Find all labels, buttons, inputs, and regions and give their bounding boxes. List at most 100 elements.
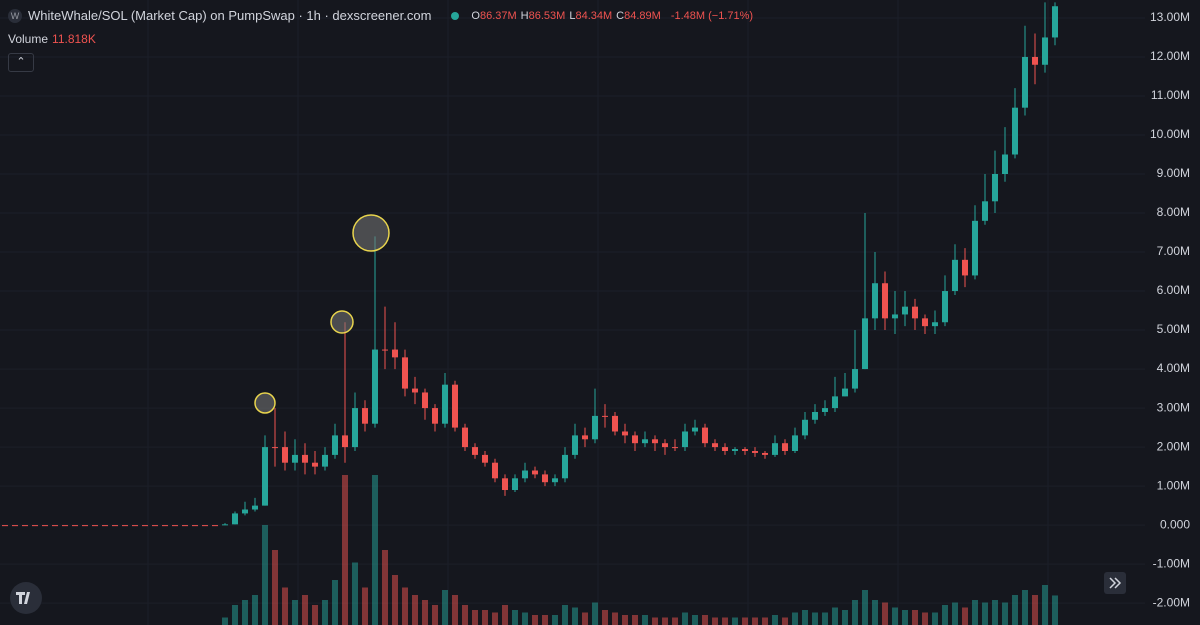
candle-body [962,259,968,276]
vertical-grid [147,0,1049,625]
candle-body [1052,6,1058,38]
y-tick-label: -2.00M [1153,595,1190,609]
candle-body [182,525,188,527]
collapse-button[interactable]: ⌃ [8,53,34,72]
candle-body [222,524,228,526]
candle-body [732,449,738,451]
horizontal-grid [0,17,1145,604]
y-tick-label: 12.00M [1150,49,1190,63]
candle-body [462,427,468,448]
candle-body [502,478,508,491]
candle-body [1002,154,1008,175]
scroll-button[interactable] [1104,572,1126,594]
volume-bar [592,602,598,625]
candle-body [992,174,998,202]
volume-bar [882,602,888,625]
volume-bar [992,600,998,625]
volume-bar [742,617,748,625]
candle-body [632,435,638,444]
candle-body [452,384,458,428]
volume-bar [1042,585,1048,625]
candle-body [852,369,858,389]
y-tick-label: 11.00M [1151,88,1190,102]
volume-value: 11.818K [52,32,96,46]
volume-bar [1052,595,1058,625]
candle-body [242,509,248,514]
volume-bar [812,612,818,625]
volume-bar [542,615,548,625]
volume-bar [862,590,868,625]
candle-body [572,435,578,455]
candle-body [762,452,768,455]
y-tick-label: -1.00M [1153,556,1190,570]
candle-body [972,220,978,276]
candle-body [662,443,668,448]
volume-bar [432,605,438,625]
volume-bar [602,610,608,625]
volume-bar [702,615,708,625]
volume-bar [242,600,248,625]
candle-body [432,408,438,424]
volume-bar [1002,602,1008,625]
volume-bar [492,612,498,625]
candle-body [642,439,648,444]
volume-bar [1012,595,1018,625]
candle-body [392,349,398,358]
candle-body [1042,37,1048,65]
candle-body [252,505,258,510]
candle-body [32,525,38,527]
volume-bar [412,595,418,625]
volume-bar [622,615,628,625]
candle-body [352,408,358,448]
volume-bar [802,610,808,625]
candle-body [612,415,618,432]
candle-body [322,454,328,467]
y-tick-label: 13.00M [1150,10,1190,24]
volume-bar [932,612,938,625]
volume-bar [302,595,308,625]
volume-bar [712,617,718,625]
volume-bar [352,562,358,625]
candle-body [752,450,758,453]
candle-body [742,449,748,451]
legend-key: O [471,9,480,22]
candle-body [672,447,678,449]
volume-bar [532,615,538,625]
candle-body [592,415,598,440]
scroll-icon[interactable] [1109,577,1122,589]
candle-body [82,525,88,527]
pair-icon: W [8,8,22,23]
legend-value: 86.37M [479,9,517,22]
volume-bar [902,610,908,625]
highlights [254,214,390,414]
candle-body [12,525,18,527]
volume-bar [892,607,898,625]
status-dot [451,11,460,20]
volume-bar [312,605,318,625]
y-tick-label: 4.00M [1157,361,1190,375]
candle-body [932,322,938,327]
candle-body [622,431,628,436]
legend-key: L [569,9,576,22]
candle-body [1012,107,1018,155]
chart-title: WhiteWhale/SOL (Market Cap) on PumpSwap … [28,8,432,23]
y-tick-label: 7.00M [1157,244,1190,258]
volume-bar [952,602,958,625]
volume-bar [342,475,348,625]
candle-body [922,318,928,327]
volume-bar [392,575,398,625]
volume-bar [792,612,798,625]
volume-bar [332,580,338,625]
candle-body [582,435,588,440]
candle-body [132,525,138,527]
volume-bar [682,612,688,625]
candle-body [772,443,778,455]
candle-body [302,454,308,463]
volume-bar [972,600,978,625]
y-tick-label: 1.00M [1157,478,1190,492]
price-axis: -2.00M -1.00M 0.000 1.00M 2.00M 3.00M 4.00M 5.0… [1150,10,1190,609]
volume-bar [452,595,458,625]
volume-bar [632,615,638,625]
volume-bar [1022,590,1028,625]
